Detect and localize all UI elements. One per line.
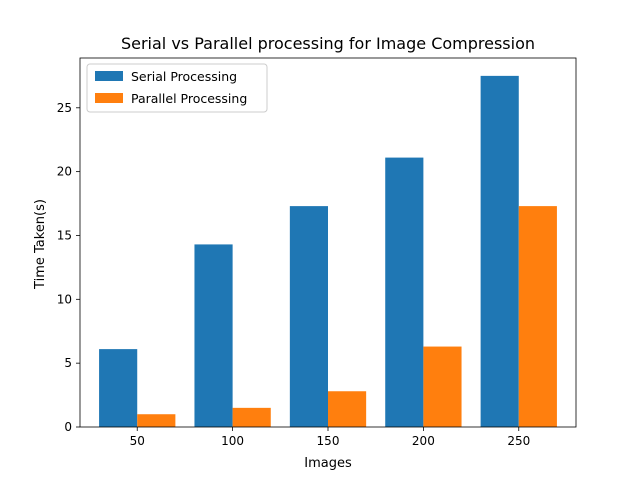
y-tick-label-10: 10 [57,292,72,306]
bar-parallel-100 [232,407,271,427]
bar-serial-50 [99,349,138,427]
y-tick-label-25: 25 [57,101,72,115]
x-tick-label-150: 150 [317,434,340,448]
bar-serial-250 [480,75,519,428]
bar-parallel-200 [423,346,462,427]
bar-serial-100 [194,244,233,427]
bar-parallel-250 [518,206,557,427]
bar-serial-150 [289,206,328,427]
x-tick-label-250: 250 [507,434,530,448]
x-tick-label-50: 50 [130,434,145,448]
y-tick-label-0: 0 [64,420,72,434]
legend-label-serial: Serial Processing [131,69,237,84]
y-tick-label-20: 20 [57,165,72,179]
legend-swatch-parallel [95,93,123,103]
plot-area: 50 100 150 200 250 0 5 10 15 20 25 [57,57,577,448]
legend-label-parallel: Parallel Processing [131,91,247,106]
bar-serial-200 [385,157,424,428]
y-axis-label: Time Taken(s) [33,199,48,290]
legend-swatch-serial [95,71,123,81]
y-tick-label-15: 15 [57,228,72,242]
chart-title: Serial vs Parallel processing for Image … [121,34,535,53]
bar-parallel-150 [328,391,367,427]
x-axis-label: Images [304,456,352,471]
legend: Serial Processing Parallel Processing [86,63,268,113]
bar-parallel-50 [137,414,176,427]
x-tick-label-200: 200 [412,434,435,448]
x-tick-label-100: 100 [221,434,244,448]
y-tick-label-5: 5 [64,356,72,370]
legend-box [86,63,268,113]
